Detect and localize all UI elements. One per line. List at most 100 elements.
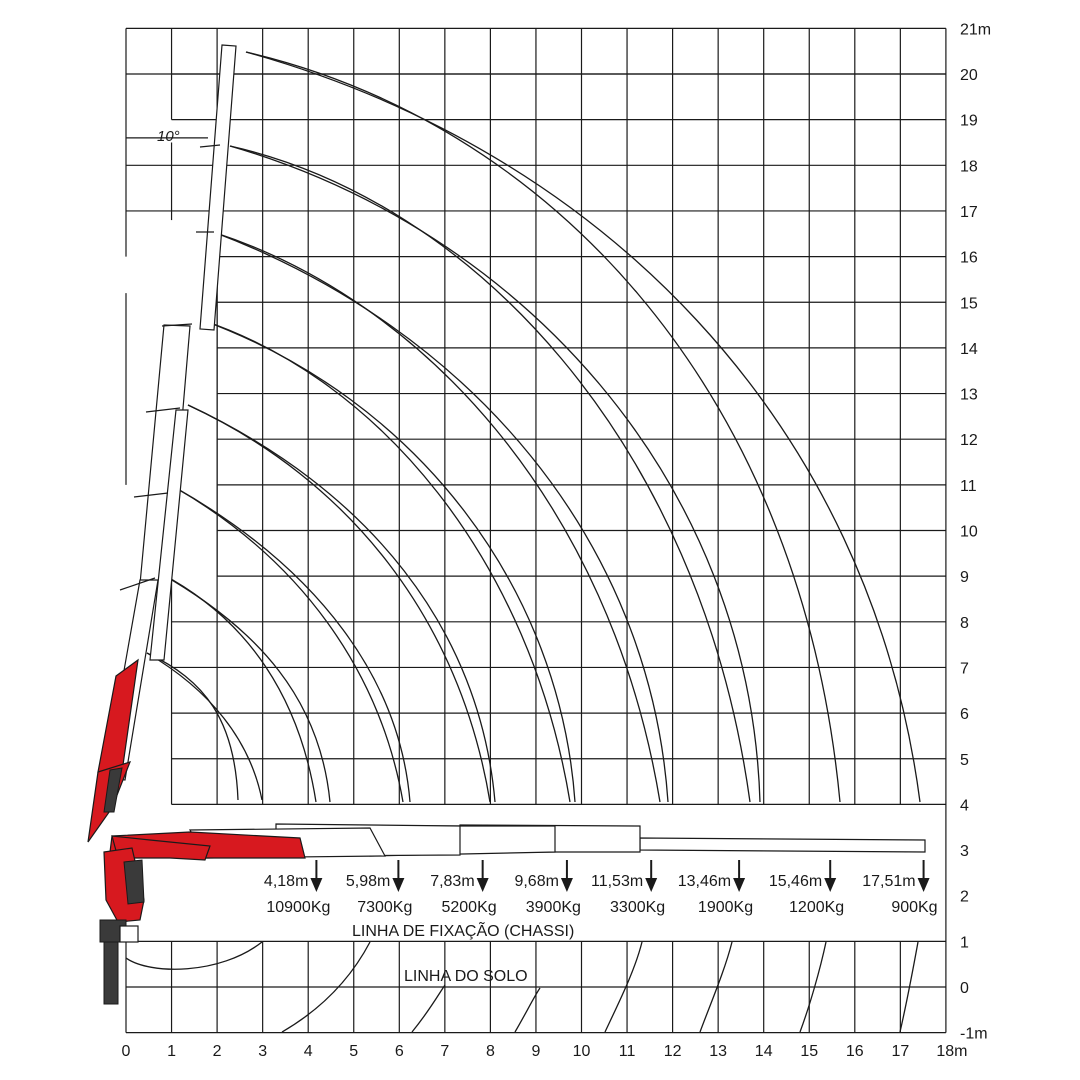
y-tick-label: 2 — [960, 889, 969, 906]
reach-arc — [175, 487, 404, 803]
y-tick-label: 0 — [960, 980, 969, 997]
load-label: 1200Kg — [789, 899, 844, 916]
load-label: 10900Kg — [266, 899, 330, 916]
x-tick-label: 6 — [395, 1043, 404, 1060]
y-tick-label: 14 — [960, 341, 978, 358]
y-tick-label: 6 — [960, 706, 969, 723]
reach-label: 5,98m — [346, 873, 390, 890]
ground-arcs — [125, 941, 919, 1033]
reach-label: 9,68m — [514, 873, 558, 890]
y-tick-label: 20 — [960, 67, 978, 84]
load-label: 3300Kg — [610, 899, 665, 916]
fixation-line-label: LINHA DE FIXAÇÃO (CHASSI) — [352, 920, 574, 940]
x-tick-label: 0 — [122, 1043, 131, 1060]
load-arrow-head — [310, 878, 323, 892]
load-points: 4,18m 10900Kg 5,98m 7300Kg 7,83m 5200Kg 9,68m 3… — [264, 860, 938, 916]
load-arrow-head — [733, 878, 746, 892]
reach-arc — [159, 572, 317, 803]
reach-arc — [187, 404, 491, 803]
x-tick-label: 5 — [349, 1043, 358, 1060]
y-tick-label: 9 — [960, 569, 969, 586]
reach-arcs — [146, 51, 921, 803]
x-tick-label: 13 — [709, 1043, 727, 1060]
y-tick-label: 7 — [960, 660, 969, 677]
x-tick-label: 10 — [573, 1043, 591, 1060]
reach-arc — [215, 232, 669, 803]
load-label: 5200Kg — [441, 899, 496, 916]
y-tick-label: 12 — [960, 432, 978, 449]
y-tick-label: -1m — [960, 1026, 988, 1043]
ground-arc — [411, 984, 446, 1033]
x-tick-label: 12 — [664, 1043, 682, 1060]
y-tick-label: 15 — [960, 295, 978, 312]
reach-label: 17,51m — [862, 873, 915, 890]
reach-arc — [229, 145, 761, 803]
load-label: 900Kg — [891, 899, 937, 916]
x-tick-label: 7 — [440, 1043, 449, 1060]
reach-arc — [229, 145, 751, 803]
angle-note: 10° — [157, 128, 180, 145]
reach-label: 7,83m — [430, 873, 474, 890]
load-label: 7300Kg — [357, 899, 412, 916]
x-tick-label: 11 — [619, 1043, 636, 1060]
slew-cylinder — [123, 859, 145, 905]
y-tick-label: 18 — [960, 158, 978, 175]
ground-arc — [514, 987, 541, 1033]
y-tick-label: 13 — [960, 387, 978, 404]
reach-arc — [201, 319, 576, 803]
load-arrow-head — [476, 878, 489, 892]
ground-arc — [604, 941, 643, 1033]
ground-arc — [699, 941, 733, 1033]
y-tick-label: 3 — [960, 843, 969, 860]
axis-ticks: 0 1 2 3 4 5 6 7 8 9 10 11 12 13 14 15 16 17 18m-1m01234567… — [122, 21, 992, 1060]
y-tick-label: 10 — [960, 524, 978, 541]
y-tick-label: 19 — [960, 113, 978, 130]
load-label: 3900Kg — [526, 899, 581, 916]
reach-arc — [245, 51, 841, 803]
reach-arc — [245, 51, 921, 803]
reach-arc — [187, 404, 496, 803]
load-arrow-head — [917, 878, 930, 892]
reach-label: 13,46m — [678, 873, 731, 890]
reach-label: 11,53m — [591, 873, 643, 890]
y-tick-label: 16 — [960, 250, 978, 267]
y-tick-label: 4 — [960, 797, 969, 814]
load-arrow-head — [645, 878, 658, 892]
y-tick-label: 17 — [960, 204, 978, 221]
y-tick-label: 1 — [960, 934, 969, 951]
x-tick-label: 2 — [213, 1043, 222, 1060]
load-arrow-head — [560, 878, 573, 892]
y-tick-label: 21m — [960, 21, 991, 38]
reach-arc — [146, 652, 239, 801]
load-arrow-head — [392, 878, 405, 892]
y-tick-label: 5 — [960, 752, 969, 769]
y-tick-label: 11 — [960, 478, 977, 495]
x-tick-label: 9 — [531, 1043, 540, 1060]
x-tick-label: 15 — [800, 1043, 818, 1060]
reach-label: 4,18m — [264, 873, 308, 890]
x-tick-label: 17 — [891, 1043, 909, 1060]
x-tick-label: 1 — [167, 1043, 176, 1060]
ground-arc — [125, 941, 263, 970]
crane-illustration — [87, 44, 926, 1005]
y-tick-label: 8 — [960, 615, 969, 632]
x-tick-label: 14 — [755, 1043, 773, 1060]
labels: 10° LINHA DE FIXAÇÃO (CHASSI) LINHA DO S… — [157, 128, 574, 985]
reach-label: 15,46m — [769, 873, 822, 890]
reach-arc — [159, 572, 331, 803]
reach-arc — [175, 487, 411, 803]
x-tick-label: 18m — [936, 1043, 967, 1060]
grid — [125, 27, 947, 1034]
ground-arc — [899, 941, 919, 1033]
stabilizer-leg — [103, 941, 119, 1005]
load-label: 1900Kg — [698, 899, 753, 916]
boom-raised-tip — [199, 44, 237, 331]
base-plate — [119, 925, 139, 943]
ground-arc — [799, 941, 827, 1033]
reach-arc — [215, 232, 661, 803]
boom-raised-section — [149, 409, 189, 661]
x-tick-label: 8 — [486, 1043, 495, 1060]
x-tick-label: 3 — [258, 1043, 267, 1060]
reach-arc — [146, 652, 263, 801]
